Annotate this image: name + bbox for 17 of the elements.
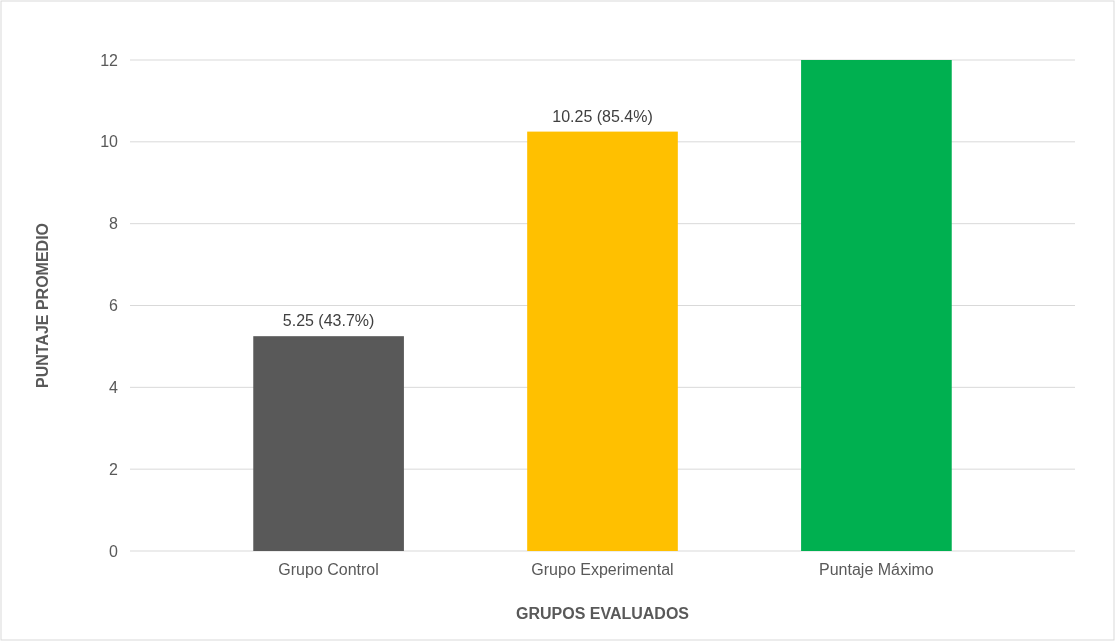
bar xyxy=(253,336,404,551)
y-tick-label: 0 xyxy=(109,542,119,560)
y-tick-label: 2 xyxy=(109,460,119,478)
y-tick-label: 12 xyxy=(100,51,119,69)
x-tick-label: Grupo Control xyxy=(278,561,379,578)
data-label: 10.25 (85.4%) xyxy=(552,107,653,125)
y-tick-label: 10 xyxy=(100,133,119,151)
y-tick-label: 4 xyxy=(109,378,119,396)
x-tick-label: Puntaje Máximo xyxy=(819,561,934,578)
bar xyxy=(527,131,678,551)
y-tick-label: 6 xyxy=(109,297,119,315)
bar xyxy=(801,60,952,551)
x-axis-title: GRUPOS EVALUADOS xyxy=(515,605,690,622)
x-tick-label: Grupo Experimental xyxy=(531,561,674,578)
y-axis-title: PUNTAJE PROMEDIO xyxy=(34,222,51,389)
y-tick-label: 8 xyxy=(109,215,119,233)
data-label: 5.25 (43.7%) xyxy=(282,312,375,330)
